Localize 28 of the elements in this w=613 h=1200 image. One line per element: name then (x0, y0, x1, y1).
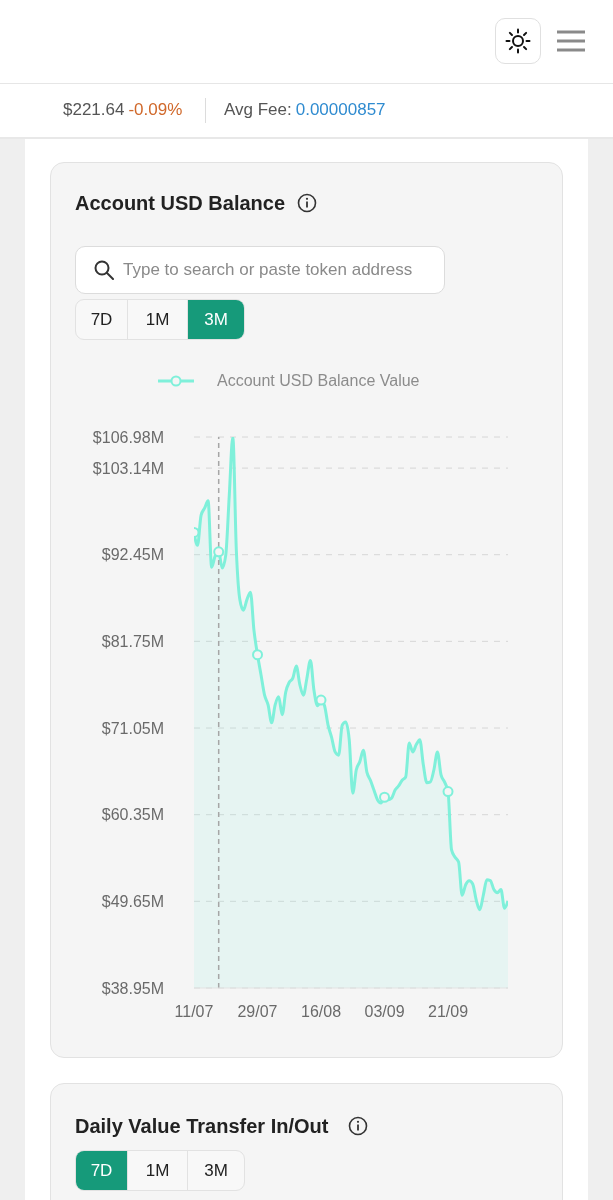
point (379, 791, 391, 803)
text: Daily Value Transfer In/Out (75, 1114, 329, 1139)
y-tick-label: $92.45M (101, 546, 164, 564)
x-tick-label: 29/07 (237, 1003, 278, 1021)
x-tick-label: 11/07 (174, 1003, 214, 1021)
y-tick-label: $49.65M (101, 893, 164, 911)
text: 0.00000857 (295, 100, 386, 119)
point (213, 546, 225, 558)
time-range-toggle: 7D 1M 3M (75, 299, 245, 340)
y-tick-label: $81.75M (101, 633, 164, 651)
x-tick-label: 03/09 (364, 1003, 405, 1021)
y-tick-label: $60.35M (101, 806, 164, 824)
legend-label: Account USD Balance Value (217, 372, 420, 390)
search-field: Type to search or paste token address (75, 246, 445, 294)
chart-title: Account USD Balance (75, 191, 286, 216)
x-tick-label: 16/08 (300, 1003, 342, 1021)
point (252, 649, 264, 661)
x-tick-label: 21/09 (428, 1003, 469, 1021)
y-tick-label: $38.95M (101, 979, 164, 997)
y-tick-label: $103.14M (92, 459, 164, 477)
time-range-toggle: 7D 1M 3M (75, 1150, 245, 1191)
point (315, 694, 327, 706)
y-tick-label: $71.05M (101, 719, 164, 737)
text: Avg Fee: (224, 100, 292, 119)
point (442, 786, 454, 798)
text: $221.64 (63, 100, 125, 119)
y-tick-label: $106.98M (92, 428, 164, 446)
text: -0.09% (128, 100, 183, 119)
